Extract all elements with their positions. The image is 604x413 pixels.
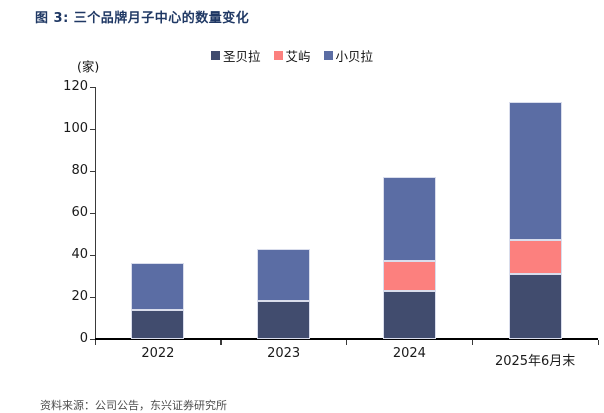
y-axis-tick-label: 20 [71,289,88,304]
x-axis-tick [94,340,96,345]
legend-swatch-icon [323,51,333,60]
x-axis-tick [471,340,474,345]
y-axis-tick-label: 60 [71,205,88,220]
bar-segment-圣贝拉-2022 [131,309,185,339]
x-axis-category-label: 2024 [392,346,426,361]
bar-segment-小贝拉-2022 [131,263,185,310]
legend-swatch-icon [273,51,283,60]
x-axis-line [95,338,598,340]
y-axis-tick-label: 0 [79,331,88,346]
x-axis-category-label: 2022 [141,346,175,361]
y-axis-tick-label: 100 [63,121,88,136]
bar-segment-圣贝拉-2023 [257,301,311,339]
y-axis-tick [90,212,95,214]
x-axis-category-label: 2023 [267,346,301,361]
y-axis-tick [90,128,95,130]
y-axis-tick [90,170,95,172]
y-axis-tick [90,86,95,88]
bar-segment-圣贝拉-2024 [382,290,436,339]
x-axis-tick [597,340,599,345]
legend-label: 圣贝拉 [223,49,261,64]
y-axis-tick [90,338,95,340]
legend-item-shengbeila: 圣贝拉 [211,46,261,65]
y-axis-tick-label: 120 [63,79,88,94]
x-axis-category-label: 2025年6月末 [494,354,576,369]
y-axis-tick [90,254,95,256]
legend-swatch-icon [211,51,220,60]
plot-area: 0 20 40 60 80 100 120 2022 2023 2024 2025年6月末 [63,80,599,369]
legend-item-aiyu: 艾屿 [273,46,311,65]
figure-title: 图 3: 三个品牌月子中心的数量变化 [35,11,250,26]
chart-legend: 圣贝拉 艾屿 小贝拉 [211,46,373,65]
legend-label: 艾屿 [285,49,311,64]
y-axis-unit-label: (家) [77,59,100,74]
legend-item-xiaobeila: 小贝拉 [323,46,374,65]
bar-segment-小贝拉-2023 [257,248,311,302]
x-axis-tick [346,340,348,345]
y-axis-tick-label: 40 [71,247,88,262]
bar-segment-圣贝拉-2025年6月末 [508,273,562,339]
y-axis-tick [90,296,95,298]
bar-segment-小贝拉-2025年6月末 [508,101,562,241]
y-axis-tick-label: 80 [71,163,88,178]
bar-segment-小贝拉-2024 [382,177,436,262]
y-axis-line [95,87,97,339]
bar-segment-艾屿-2025年6月末 [508,240,562,274]
source-note: 资料来源：公司公告，东兴证券研究所 [40,399,227,412]
legend-label: 小贝拉 [335,49,374,64]
x-axis-tick [220,340,222,345]
bar-segment-艾屿-2024 [382,261,436,291]
